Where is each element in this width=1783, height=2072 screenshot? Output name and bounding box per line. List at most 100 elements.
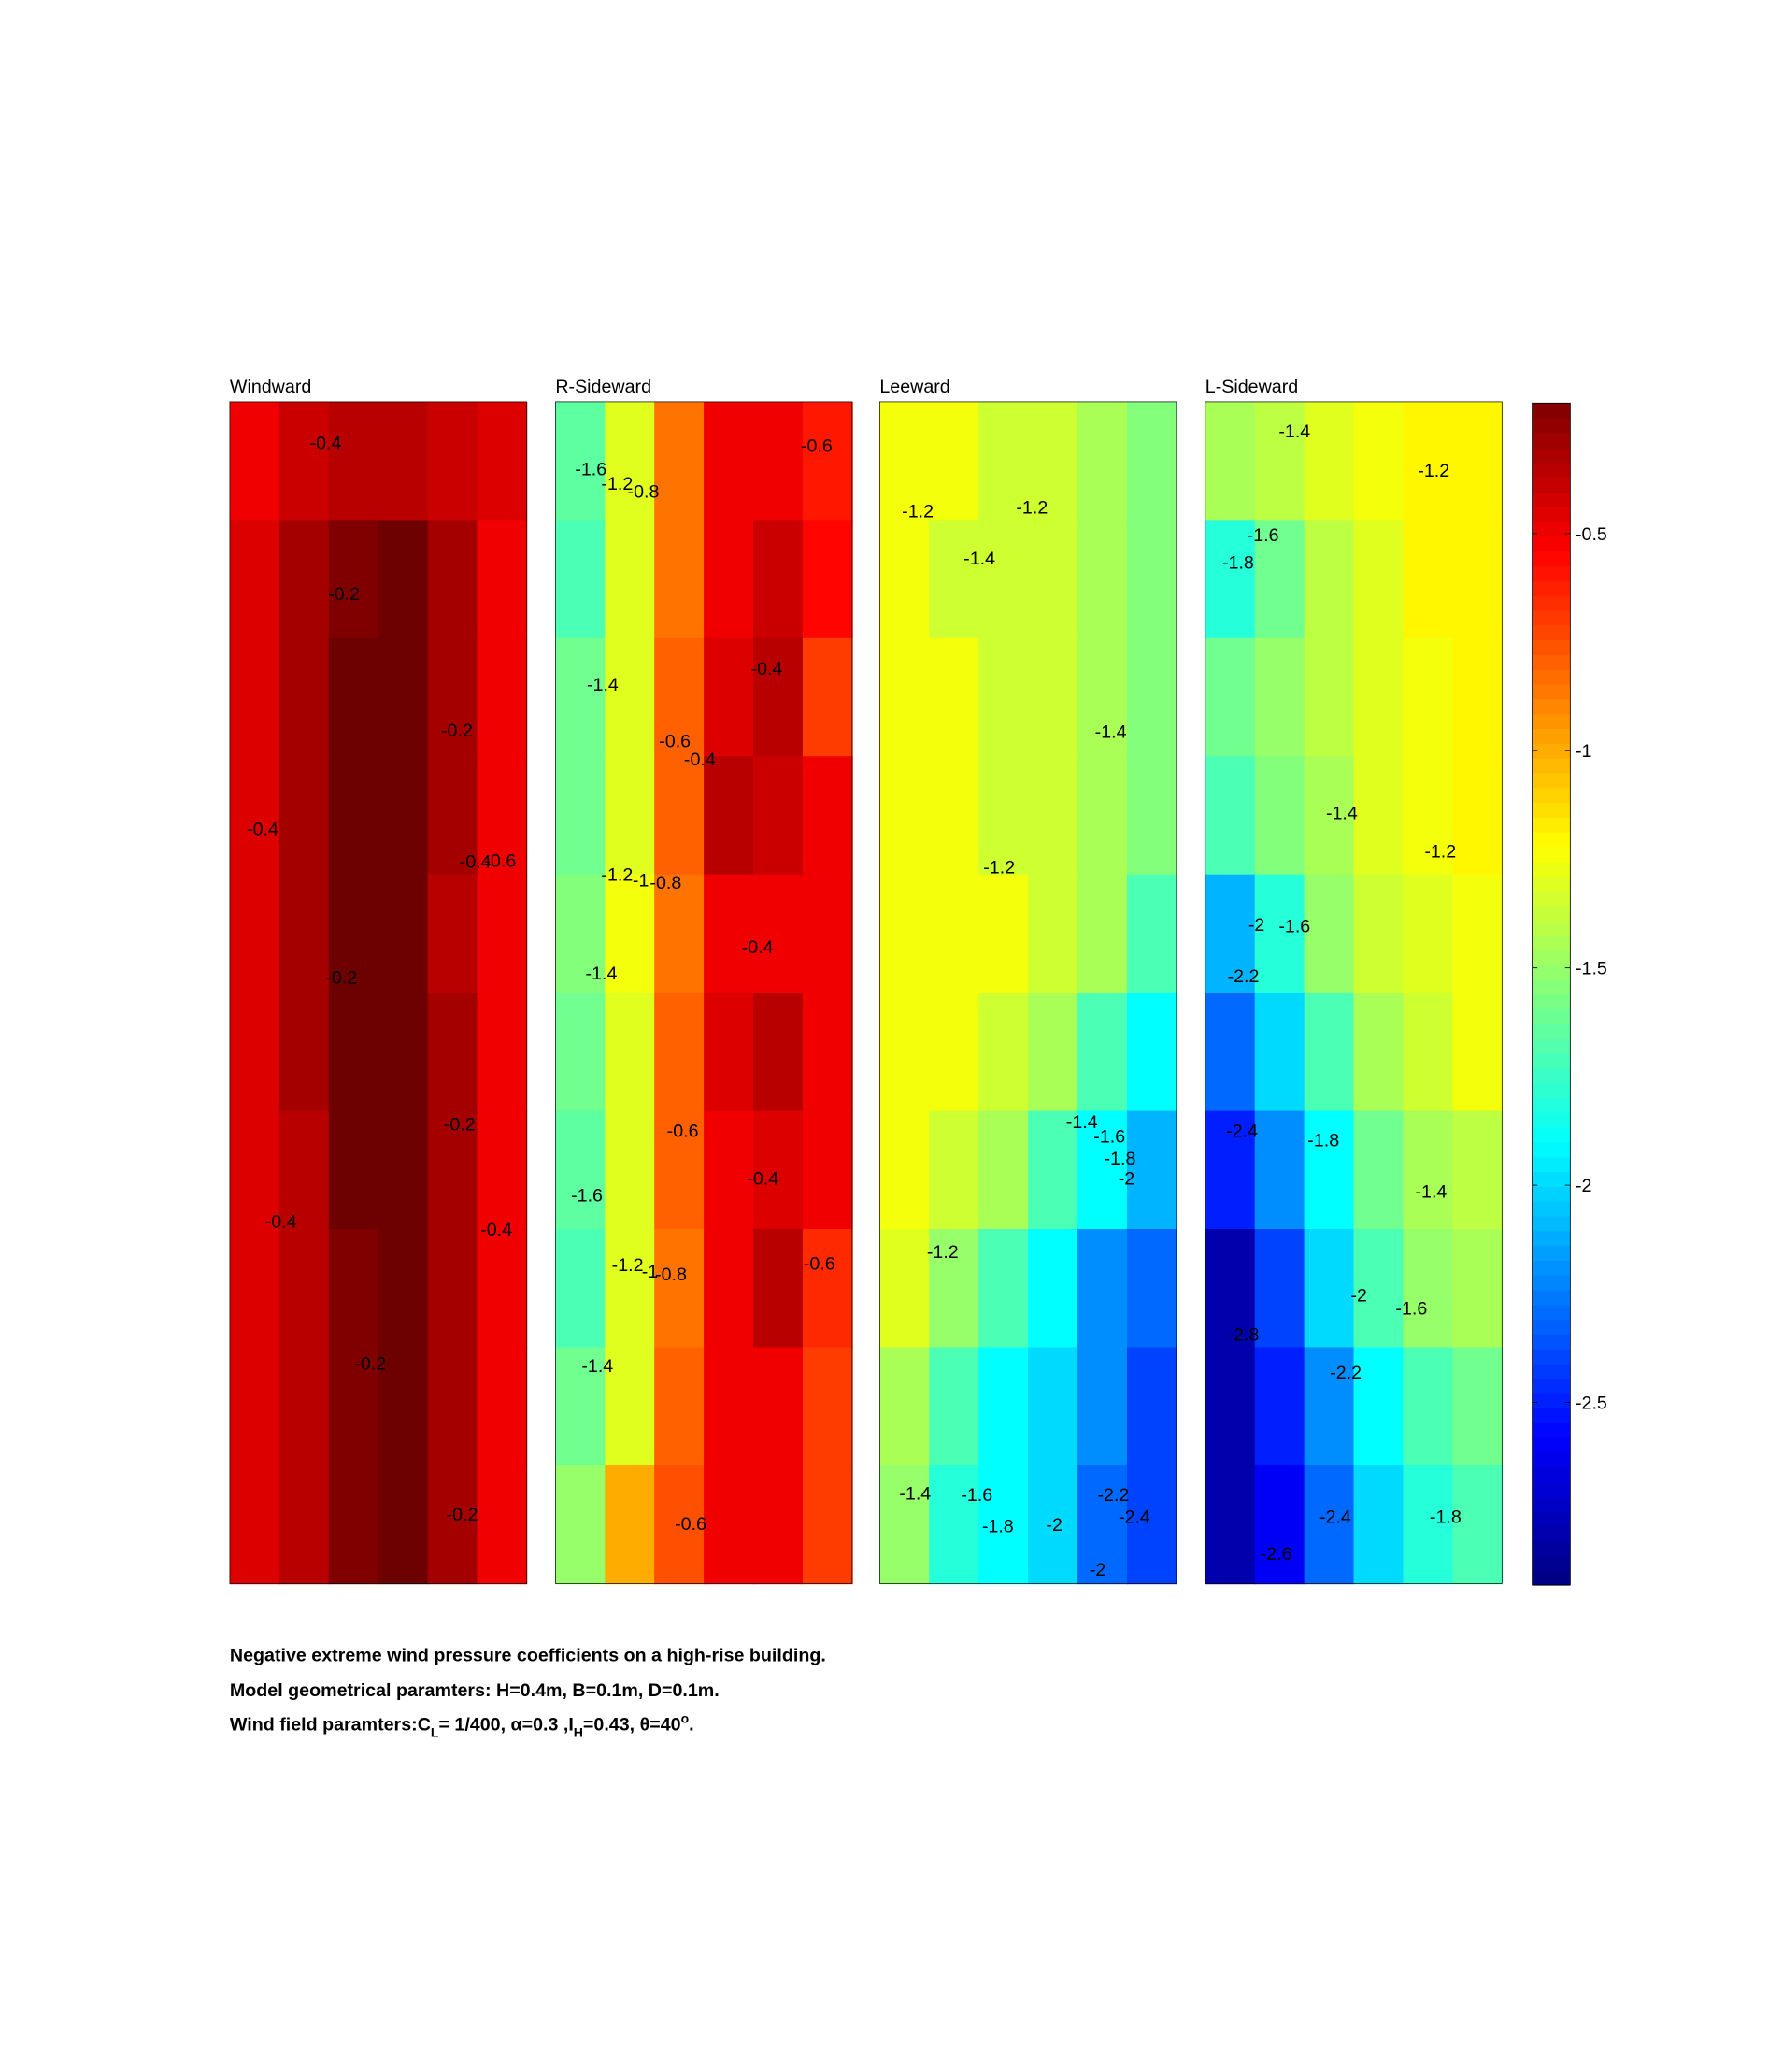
contour-cell <box>802 637 853 758</box>
colorbar-strip <box>1532 1304 1571 1321</box>
contour-label: -1.2 <box>1424 841 1456 862</box>
contour-cell <box>1452 874 1504 993</box>
contour-cell <box>879 637 931 758</box>
contour-cell <box>1205 993 1256 1112</box>
colorbar-strip <box>1532 418 1571 434</box>
contour-cell <box>1254 1229 1305 1349</box>
contour-cell <box>427 756 478 876</box>
contour-cell <box>1254 1465 1305 1585</box>
contour-label: -1.6 <box>1395 1298 1427 1319</box>
contour-label: -1.8 <box>982 1517 1014 1537</box>
contour-label: -1.6 <box>1248 525 1279 546</box>
colorbar-strip <box>1532 1052 1571 1069</box>
colorbar-strip <box>1532 609 1571 626</box>
contour-cell <box>978 1229 1029 1349</box>
caption-part: = 1/400, α=0.3 ,I <box>438 1715 573 1736</box>
contour-label: -0.4 <box>265 1212 297 1233</box>
colorbar-strip <box>1532 861 1571 877</box>
contour-cell <box>753 874 804 993</box>
contour-cell <box>1304 1229 1355 1349</box>
colorbar-strip <box>1532 950 1571 965</box>
colorbar-strip <box>1532 462 1571 479</box>
contour-cell <box>328 520 379 639</box>
contour-cell <box>427 1465 478 1585</box>
contour-cell <box>1028 1110 1078 1230</box>
contour-cell <box>1403 993 1454 1112</box>
contour-cell <box>1254 1347 1305 1466</box>
contour-cell <box>704 1465 754 1585</box>
colorbar-strip <box>1532 1067 1571 1084</box>
contour-cell <box>1403 520 1454 639</box>
contour-label: -1.4 <box>963 549 995 569</box>
colorbar-strip <box>1532 1215 1571 1232</box>
contour-cell <box>229 1465 280 1585</box>
colorbar-strip <box>1532 993 1571 1010</box>
contour-cell <box>704 637 754 758</box>
contour-cell <box>278 993 330 1112</box>
contour-cell <box>328 756 379 876</box>
contour-label: -1.8 <box>1222 552 1254 573</box>
contour-label: -1.8 <box>1307 1131 1339 1151</box>
colorbar-strip <box>1532 1230 1571 1247</box>
contour-cell <box>605 1465 656 1585</box>
contour-label: -1 <box>633 870 649 891</box>
contour-cell <box>1452 756 1504 876</box>
contour-cell <box>1254 756 1305 876</box>
contour-cell <box>1126 1229 1177 1349</box>
colorbar-strip <box>1532 521 1571 537</box>
contour-cell <box>704 993 754 1112</box>
contour-cell <box>978 1347 1029 1466</box>
contour-cell <box>1077 520 1128 639</box>
contour-cell <box>555 874 606 993</box>
contour-cell <box>929 993 980 1112</box>
panel-title: R-Sideward <box>555 377 651 397</box>
caption-part: H <box>574 1725 583 1740</box>
contour-cell <box>477 1347 528 1466</box>
contour-label: -2.8 <box>1228 1324 1260 1345</box>
caption-line: Model geometrical paramters: H=0.4m, B=0… <box>230 1680 720 1701</box>
contour-cell <box>1452 520 1504 639</box>
contour-cell <box>654 520 705 639</box>
contour-label: -1.6 <box>961 1485 992 1506</box>
contour-label: -2 <box>1350 1285 1366 1306</box>
contour-label: -0.8 <box>628 481 660 502</box>
contour-label: -1.4 <box>587 675 619 695</box>
contour-cell <box>1077 874 1128 993</box>
colorbar-strip <box>1532 935 1571 950</box>
panel-frame <box>229 401 527 1584</box>
contour-cell <box>654 401 705 522</box>
contour-cell <box>1205 637 1256 758</box>
contour-cell <box>978 993 1029 1112</box>
contour-cell <box>753 401 804 522</box>
contour-cell <box>278 1465 330 1585</box>
contour-cell <box>1205 401 1256 522</box>
contour-cell <box>555 993 606 1112</box>
contour-cell <box>378 520 429 639</box>
contour-cell <box>978 520 1029 639</box>
colorbar-tick-label: -1 <box>1576 741 1591 762</box>
contour-cell <box>1028 993 1078 1112</box>
contour-cell <box>1353 1110 1405 1230</box>
colorbar-strip <box>1532 1436 1571 1453</box>
contour-cell <box>477 401 528 522</box>
colorbar-strip <box>1532 492 1571 507</box>
colorbar-strip <box>1532 742 1571 759</box>
colorbar-strip <box>1532 964 1571 980</box>
contour-cell <box>1254 520 1305 639</box>
contour-cell <box>605 520 656 639</box>
colorbar-strip <box>1532 1540 1571 1556</box>
colorbar-strip <box>1532 1466 1571 1482</box>
contour-cell <box>1126 637 1177 758</box>
contour-cell <box>654 637 705 758</box>
contour-cell <box>753 993 804 1112</box>
contour-cell <box>978 756 1029 876</box>
contour-cell <box>605 401 656 522</box>
contour-label: -2 <box>1090 1560 1105 1580</box>
contour-cell <box>477 1229 528 1349</box>
contour-cell <box>802 401 853 522</box>
contour-cell <box>1403 401 1454 522</box>
contour-cell <box>704 520 754 639</box>
colorbar-strip <box>1532 536 1571 552</box>
colorbar-strip <box>1532 1319 1571 1335</box>
